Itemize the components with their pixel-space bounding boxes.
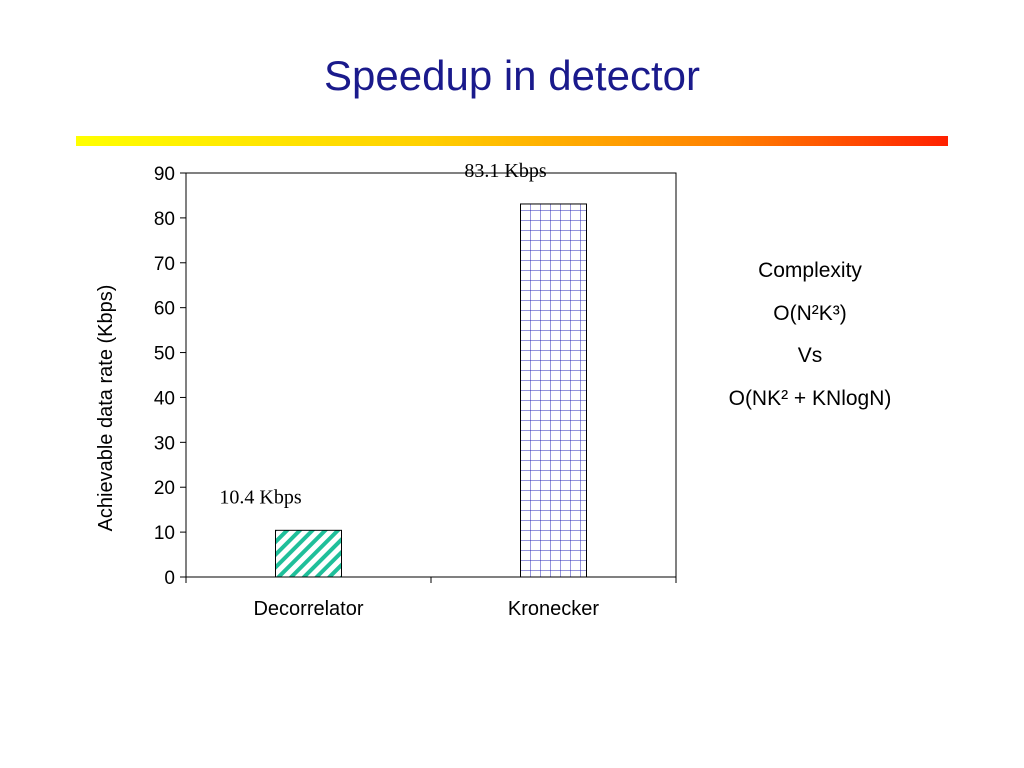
y-tick-label: 40 xyxy=(154,388,175,409)
y-tick-label: 70 xyxy=(154,254,175,275)
plot-area-frame xyxy=(185,172,677,578)
y-tick-label: 60 xyxy=(154,299,175,320)
complexity-kronecker: O(N²K³) xyxy=(773,301,847,325)
y-tick-label: 50 xyxy=(154,344,175,365)
data-label: 83.1 Kbps xyxy=(464,160,546,182)
data-label: 10.4 Kbps xyxy=(219,486,301,508)
x-axis: Decorrelator Kronecker xyxy=(185,577,677,620)
y-tick-label: 0 xyxy=(164,568,175,589)
bar-decorrelator xyxy=(275,529,342,578)
y-tick-label: 10 xyxy=(154,523,175,544)
x-category-label: Kronecker xyxy=(508,598,599,620)
y-tick-label: 20 xyxy=(154,478,175,499)
y-tick-label: 30 xyxy=(154,433,175,454)
complexity-vs: Vs xyxy=(797,344,823,367)
data-labels: 10.4 Kbps 83.1 Kbps xyxy=(219,160,546,508)
bars xyxy=(275,203,587,578)
complexity-note: Complexity O(N²K³) Vs O(NK² + KNlogN) xyxy=(690,250,930,420)
y-axis: 0 10 20 30 40 50 60 70 80 90 xyxy=(154,164,186,589)
x-category-label: Decorrelator xyxy=(253,598,363,620)
complexity-heading: Complexity xyxy=(758,259,862,282)
y-axis-title: Achievable data rate (Kbps) xyxy=(95,285,117,532)
complexity-decorrelator: O(NK² + KNlogN) xyxy=(728,386,892,410)
slide-title: Speedup in detector xyxy=(324,52,700,99)
y-tick-label: 80 xyxy=(154,209,175,230)
title-gradient-rule xyxy=(76,136,948,146)
bar-kronecker xyxy=(520,203,587,578)
y-tick-label: 90 xyxy=(154,164,175,185)
